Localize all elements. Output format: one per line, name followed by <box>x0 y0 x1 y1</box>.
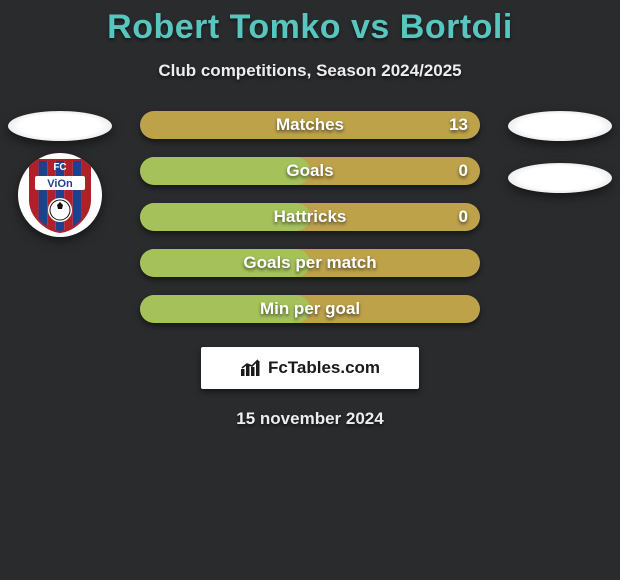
right-player-column <box>500 111 620 193</box>
svg-text:FC: FC <box>53 162 66 173</box>
footer-date: 15 november 2024 <box>0 409 620 429</box>
club-crest-icon: ViOn FC <box>25 156 95 234</box>
stat-bars: Matches 13 Goals 0 Hattricks 0 Goals per match… <box>140 111 480 323</box>
club-badge-text: ViOn <box>47 178 73 190</box>
left-club-badge: ViOn FC <box>18 153 102 237</box>
stat-bar-fill <box>140 157 310 185</box>
stat-bar-right-value: 13 <box>449 115 468 135</box>
stat-bar: Matches 13 <box>140 111 480 139</box>
bars-icon <box>240 359 262 377</box>
left-player-column: ViOn FC <box>0 111 120 237</box>
branding-text: FcTables.com <box>268 358 380 378</box>
right-player-second-placeholder <box>508 163 612 193</box>
stat-bar: Goals 0 <box>140 157 480 185</box>
page-title: Robert Tomko vs Bortoli <box>0 0 620 47</box>
stat-bar: Goals per match <box>140 249 480 277</box>
page-subtitle: Club competitions, Season 2024/2025 <box>0 61 620 81</box>
stat-bar-right-value: 0 <box>459 207 468 227</box>
right-player-photo-placeholder <box>508 111 612 141</box>
stat-bar-label: Goals <box>286 161 333 181</box>
stat-bar: Min per goal <box>140 295 480 323</box>
stat-bar-label: Matches <box>276 115 344 135</box>
stat-bar-label: Min per goal <box>260 299 360 319</box>
stat-bar-right-value: 0 <box>459 161 468 181</box>
left-player-photo-placeholder <box>8 111 112 141</box>
stat-bar: Hattricks 0 <box>140 203 480 231</box>
stat-bar-label: Goals per match <box>243 253 376 273</box>
stat-bar-label: Hattricks <box>274 207 347 227</box>
branding-box: FcTables.com <box>201 347 419 389</box>
comparison-arena: ViOn FC Matches 13 Goals 0 Hattricks 0 Goals p… <box>0 111 620 323</box>
